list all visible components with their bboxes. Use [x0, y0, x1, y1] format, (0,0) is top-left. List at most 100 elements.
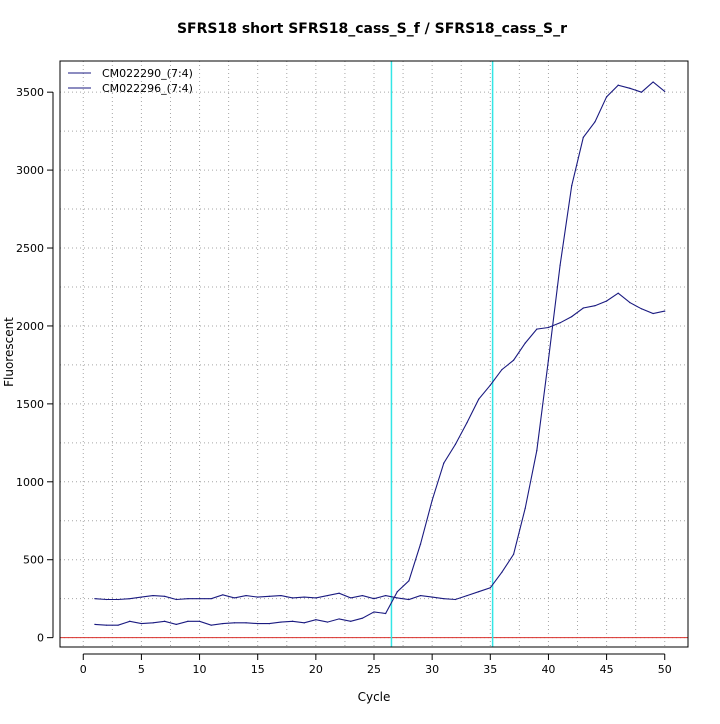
- y-tick-label: 0: [37, 632, 44, 645]
- data-point-series-1: [443, 462, 445, 464]
- data-point-series-2: [512, 553, 515, 555]
- data-point-series-2: [361, 594, 363, 597]
- data-point-series-2: [117, 598, 119, 601]
- data-point-series-1: [175, 623, 177, 626]
- y-tick-label: 1500: [16, 398, 44, 411]
- data-point-series-2: [245, 594, 247, 597]
- data-point-series-2: [315, 597, 317, 599]
- data-point-series-2: [408, 598, 410, 601]
- data-point-series-2: [547, 359, 550, 361]
- data-point-series-2: [536, 450, 538, 452]
- data-point-series-1: [396, 591, 398, 593]
- data-point-series-2: [454, 598, 457, 601]
- data-point-series-2: [617, 84, 619, 86]
- data-point-series-1: [129, 620, 131, 622]
- data-point-series-2: [210, 598, 212, 600]
- data-point-series-2: [524, 507, 526, 509]
- x-tick-label: 50: [658, 663, 672, 676]
- data-point-series-1: [489, 384, 491, 386]
- data-point-series-1: [140, 623, 143, 625]
- axes: 0 5 10 15 20 25 30 35 40 45 5005001000150020002500…: [16, 60, 689, 676]
- data-point-series-1: [582, 307, 584, 309]
- data-point-series-1: [94, 623, 96, 626]
- x-tick-label: 40: [541, 663, 555, 676]
- grid-lines: [60, 61, 688, 647]
- data-point-series-2: [373, 598, 375, 600]
- data-point-series-1: [512, 359, 515, 361]
- data-point-series-2: [257, 596, 259, 598]
- data-point-series-1: [431, 499, 433, 502]
- data-point-series-2: [291, 597, 294, 599]
- data-point-series-1: [152, 622, 154, 624]
- data-point-series-2: [105, 598, 108, 601]
- data-point-series-1: [105, 624, 108, 626]
- x-tick-label: 10: [193, 663, 207, 676]
- data-point-series-2: [466, 594, 468, 597]
- y-tick-label: 2000: [16, 320, 44, 333]
- chart-title: SFRS18 short SFRS18_cass_S_f / SFRS18_ca…: [177, 21, 567, 37]
- data-point-series-1: [629, 301, 631, 304]
- data-point-series-1: [315, 619, 317, 621]
- data-point-series-2: [222, 594, 224, 596]
- data-point-series-1: [501, 368, 503, 371]
- data-point-series-1: [233, 622, 236, 624]
- data-point-series-2: [501, 571, 503, 573]
- data-point-series-1: [268, 623, 270, 625]
- data-point-series-2: [431, 596, 433, 598]
- y-axis-label: Fluorescent: [2, 317, 16, 387]
- series-line-2: [94, 81, 666, 601]
- data-point-series-1: [198, 620, 201, 622]
- data-point-series-1: [664, 310, 666, 312]
- data-point-series-2: [478, 591, 480, 593]
- data-point-series-1: [210, 624, 212, 626]
- data-point-series-1: [326, 621, 329, 623]
- y-tick-label: 2500: [16, 242, 44, 255]
- data-point-series-1: [454, 443, 457, 445]
- data-point-series-2: [582, 136, 584, 138]
- data-point-series-1: [524, 342, 526, 344]
- y-tick-label: 3500: [16, 86, 44, 99]
- data-point-series-2: [175, 598, 177, 601]
- y-tick-label: 500: [23, 554, 44, 567]
- x-tick-label: 35: [483, 663, 497, 676]
- data-point-series-2: [140, 596, 143, 598]
- x-tick-label: 15: [251, 663, 265, 676]
- data-point-series-1: [536, 328, 538, 330]
- legend-entry: CM022290_(7:4): [102, 67, 193, 80]
- data-point-series-2: [233, 597, 236, 599]
- data-point-series-2: [152, 594, 154, 597]
- data-point-series-2: [559, 264, 561, 266]
- data-point-series-1: [419, 543, 422, 545]
- data-point-series-2: [326, 594, 329, 597]
- data-point-series-1: [408, 580, 410, 582]
- x-tick-label: 45: [600, 663, 614, 676]
- data-point-series-2: [629, 87, 631, 89]
- data-point-series-2: [605, 96, 608, 98]
- data-point-series-1: [385, 612, 387, 615]
- data-point-series-2: [396, 597, 398, 599]
- data-point-series-2: [594, 121, 596, 123]
- data-point-series-1: [257, 623, 259, 625]
- y-tick-label: 1000: [16, 476, 44, 489]
- y-tick-label: 3000: [16, 164, 44, 177]
- data-point-series-1: [361, 617, 363, 619]
- data-point-series-2: [443, 598, 445, 600]
- data-point-series-1: [617, 292, 619, 294]
- data-point-series-2: [129, 598, 131, 600]
- series-line-1: [94, 292, 665, 626]
- data-point-series-2: [350, 597, 352, 599]
- data-point-series-1: [559, 322, 561, 324]
- data-point-series-1: [164, 620, 166, 622]
- data-point-series-2: [187, 598, 189, 600]
- data-point-series-2: [385, 594, 387, 597]
- data-point-series-2: [303, 596, 305, 598]
- data-point-series-1: [571, 315, 573, 318]
- data-point-series-1: [594, 305, 596, 307]
- data-point-series-1: [547, 326, 550, 329]
- data-point-series-1: [303, 622, 305, 624]
- legend: CM022290_(7:4) CM022296_(7:4): [68, 67, 193, 95]
- data-point-series-2: [268, 595, 270, 597]
